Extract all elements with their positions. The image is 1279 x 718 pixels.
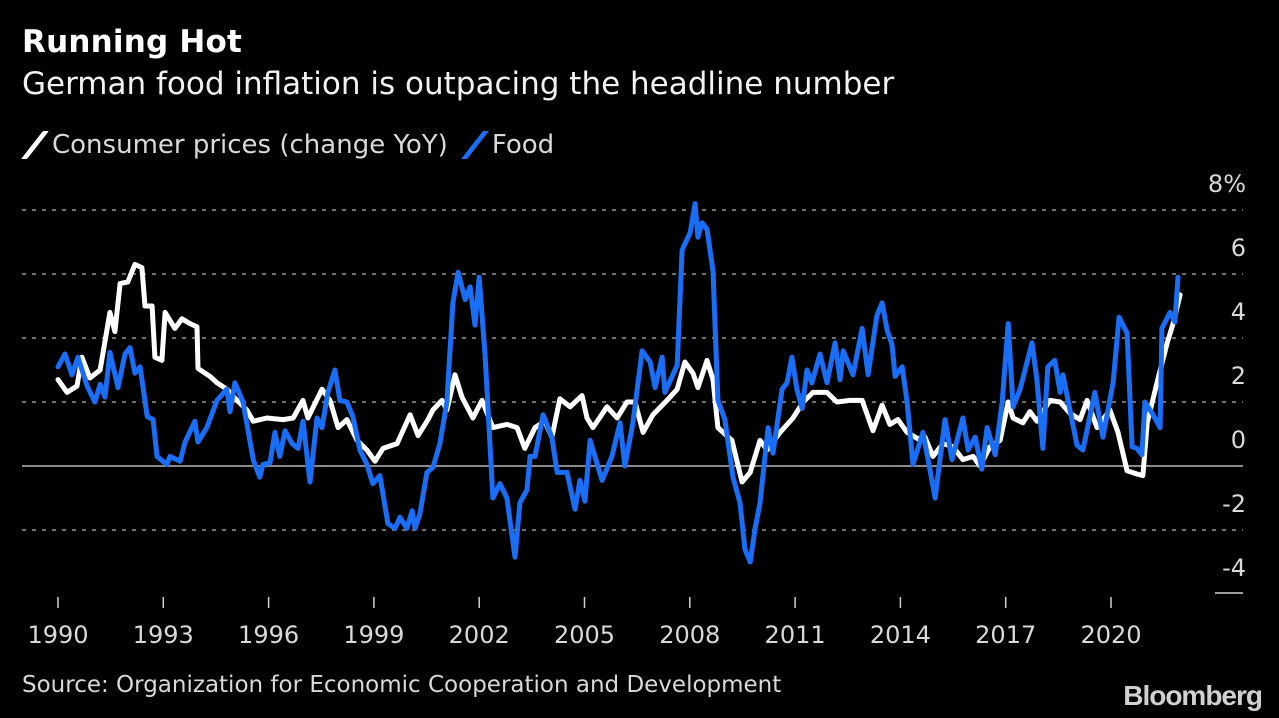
y-tick-label: -2: [1222, 490, 1246, 518]
x-tick-label: 2020: [1080, 621, 1141, 649]
chart-subtitle: German food inflation is outpacing the h…: [22, 66, 895, 102]
y-tick-label: 4: [1231, 298, 1246, 326]
legend-label-cpi: Consumer prices (change YoY): [52, 130, 448, 160]
legend: Consumer prices (change YoY) Food: [20, 130, 566, 160]
x-tick-label: 1993: [133, 621, 194, 649]
x-tick-label: 2008: [659, 621, 720, 649]
y-tick-label: 6: [1231, 234, 1246, 262]
y-tick-label: 8%: [1208, 170, 1246, 198]
bloomberg-logo: Bloomberg: [1123, 680, 1263, 711]
x-tick-label: 2011: [765, 621, 826, 649]
legend-label-food: Food: [491, 130, 555, 160]
x-tick-label: 2005: [554, 621, 615, 649]
x-tick-label: 2002: [449, 621, 510, 649]
y-tick-label: 2: [1231, 362, 1246, 390]
legend-item-cpi: Consumer prices (change YoY): [20, 130, 448, 160]
series-line-food: [55, 201, 1181, 565]
source-note: Source: Organization for Economic Cooper…: [22, 672, 782, 698]
legend-item-food: Food: [460, 130, 554, 160]
series-line-consumer-prices: [55, 261, 1183, 485]
x-tick-label: 1996: [238, 621, 299, 649]
y-tick-label: -4: [1222, 554, 1246, 582]
x-tick-label: 1990: [27, 621, 88, 649]
x-tick-label: 2017: [975, 621, 1036, 649]
x-tick-label: 2014: [870, 621, 931, 649]
chart-title: Running Hot: [22, 24, 243, 60]
y-tick-label: 0: [1231, 426, 1246, 454]
x-tick-label: 1999: [343, 621, 404, 649]
